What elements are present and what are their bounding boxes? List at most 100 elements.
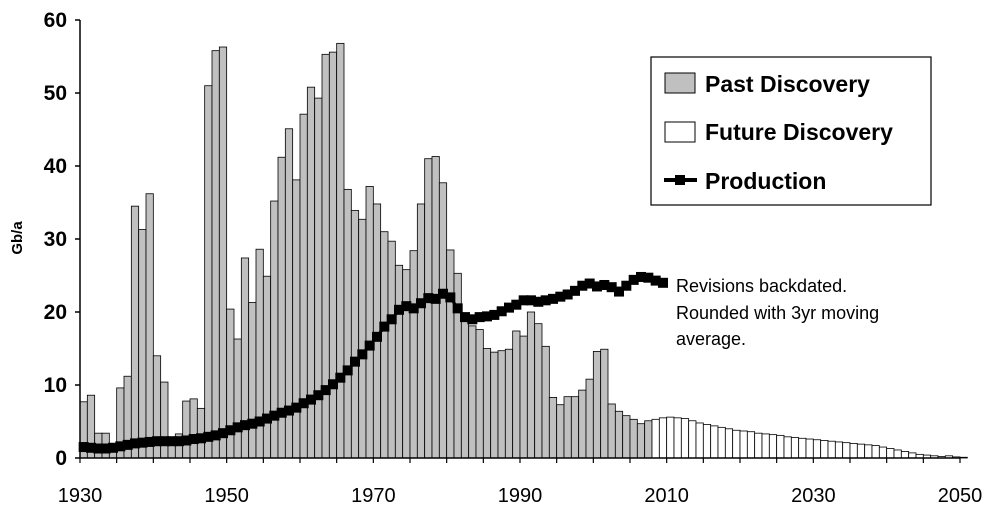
past-discovery-bar — [534, 323, 543, 459]
past-discovery-bar — [556, 404, 565, 459]
past-discovery-bar — [607, 403, 616, 459]
production-marker — [122, 439, 133, 450]
future-discovery-bars — [651, 416, 968, 459]
past-discovery-bar — [211, 50, 220, 459]
past-discovery-bar — [350, 210, 360, 459]
future-discovery-bar — [724, 428, 734, 459]
x-tick-label: 1970 — [351, 485, 396, 507]
production-marker — [526, 295, 536, 306]
production-marker — [518, 295, 529, 306]
past-discovery-bar — [438, 182, 448, 459]
past-discovery-bar — [343, 188, 352, 459]
production-marker — [313, 390, 324, 401]
production-marker — [269, 410, 280, 421]
past-discovery-bar — [189, 398, 198, 459]
past-discovery-bar — [614, 410, 624, 459]
past-discovery-bar — [204, 85, 213, 459]
y-tick-label: 30 — [44, 228, 67, 251]
production-marker — [592, 281, 602, 292]
past-discovery-bar — [592, 351, 602, 459]
future-discovery-bar — [864, 444, 873, 459]
legend: Past Discovery Future Discovery Producti… — [650, 56, 932, 206]
x-tick-label: 1950 — [204, 485, 249, 507]
production-marker — [218, 428, 228, 439]
future-discovery-bar — [878, 446, 888, 459]
production-marker — [394, 304, 404, 315]
production-marker — [379, 321, 390, 332]
production-marker — [482, 311, 492, 322]
production-marker — [416, 298, 426, 309]
production-marker — [555, 291, 566, 302]
past-discovery-bar — [578, 389, 587, 459]
production-marker — [445, 292, 456, 303]
past-discovery-bar — [482, 348, 492, 459]
past-discovery-bar — [570, 396, 580, 459]
production-marker — [100, 443, 111, 454]
production-marker — [533, 296, 544, 307]
production-marker — [181, 435, 192, 446]
past-discovery-bar — [248, 302, 257, 459]
past-discovery-bar — [526, 311, 536, 459]
y-axis-ticks: 0 10 20 30 40 50 60 — [44, 9, 80, 470]
production-marker — [570, 285, 580, 296]
past-discovery-bar — [563, 396, 572, 459]
past-discovery-bar — [600, 348, 609, 459]
past-discovery-bar — [409, 250, 418, 459]
production-marker — [137, 437, 148, 448]
past-discovery-bar — [548, 397, 558, 459]
production-marker — [240, 420, 250, 431]
future-discovery-bar — [732, 429, 741, 459]
production-marker — [247, 418, 258, 429]
future-discovery-bar — [783, 436, 792, 459]
x-tick-label: 2050 — [938, 485, 983, 507]
production-marker — [144, 436, 155, 447]
past-discovery-bar — [336, 42, 345, 459]
production-marker — [284, 405, 294, 416]
past-discovery-bar — [497, 350, 506, 459]
production-marker — [306, 394, 316, 405]
past-discovery-bar — [358, 218, 367, 459]
production-marker — [452, 303, 463, 314]
production-marker — [650, 275, 661, 286]
production-marker — [159, 436, 170, 447]
future-discovery-bar — [717, 426, 726, 459]
production-marker — [328, 379, 338, 390]
past-discovery-bar — [160, 381, 169, 459]
production-marker — [628, 274, 639, 285]
y-tick-label: 50 — [44, 82, 67, 105]
annotation: Revisions backdated. Rounded with 3yr mo… — [676, 276, 879, 349]
production-marker — [342, 365, 353, 376]
production-marker — [658, 277, 668, 288]
legend-label-production: Production — [705, 168, 826, 194]
production-marker — [504, 302, 514, 313]
production-marker — [130, 438, 140, 449]
past-discovery-bar — [541, 345, 550, 459]
production-marker — [174, 436, 184, 447]
future-discovery-bar — [754, 432, 763, 459]
past-discovery-bar — [636, 423, 646, 459]
future-discovery-bar — [805, 438, 814, 459]
production-marker — [188, 434, 199, 445]
production-marker — [298, 398, 309, 409]
past-discovery-bar — [402, 269, 411, 459]
future-discovery-bar — [871, 445, 880, 459]
production-marker — [196, 433, 206, 444]
production-marker — [203, 431, 214, 442]
y-tick-label: 10 — [44, 374, 67, 397]
production-marker — [584, 278, 595, 289]
production-marker — [511, 299, 522, 310]
production-series — [78, 271, 668, 454]
past-discovery-bar — [182, 400, 191, 459]
future-discovery-bar — [746, 431, 756, 459]
production-marker — [577, 280, 588, 291]
future-discovery-bar — [702, 424, 712, 459]
past-discovery-bar — [145, 193, 154, 459]
future-discovery-bar — [856, 443, 866, 459]
past-discovery-bar — [644, 420, 653, 459]
future-discovery-bar — [886, 448, 895, 459]
past-discovery-bar — [475, 329, 484, 459]
production-marker — [540, 295, 551, 306]
annotation-line-2: Rounded with 3yr moving — [676, 303, 879, 323]
future-discovery-bar — [842, 442, 851, 459]
x-tick-label: 1930 — [58, 485, 103, 507]
